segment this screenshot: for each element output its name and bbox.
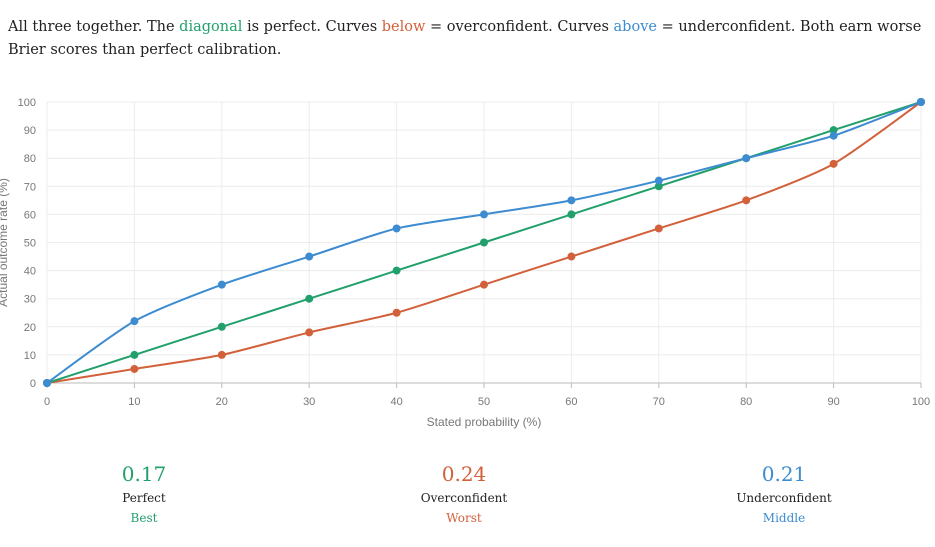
y-tick-label: 10 bbox=[24, 350, 36, 362]
y-tick-label: 60 bbox=[24, 209, 36, 221]
intro-part1: All three together. The bbox=[8, 19, 180, 35]
x-tick-label: 50 bbox=[478, 396, 490, 408]
score-overconfident-value: 0.24 bbox=[441, 462, 487, 486]
intro-part2: is perfect. Curves bbox=[242, 19, 382, 35]
chart-grid bbox=[46, 101, 922, 384]
point-overconfident bbox=[130, 364, 139, 373]
score-underconfident-value: 0.21 bbox=[761, 462, 807, 486]
score-perfect-label: Perfect bbox=[122, 491, 166, 505]
y-tick-label: 80 bbox=[24, 153, 36, 165]
below-highlight: below bbox=[381, 19, 426, 35]
above-highlight: above bbox=[613, 19, 657, 35]
point-underconfident bbox=[305, 252, 314, 261]
point-underconfident bbox=[654, 176, 663, 185]
point-underconfident bbox=[392, 224, 401, 233]
diagonal-highlight: diagonal bbox=[179, 19, 243, 35]
score-perfect: 0.17 Perfect Best bbox=[64, 460, 224, 528]
point-overconfident bbox=[392, 308, 401, 317]
y-tick-label: 100 bbox=[18, 97, 36, 109]
x-axis-title: Stated probability (%) bbox=[427, 415, 542, 429]
point-underconfident bbox=[917, 98, 925, 106]
y-axis-title: Actual outcome rate (%) bbox=[0, 178, 10, 307]
point-perfect bbox=[130, 350, 139, 359]
x-tick-label: 40 bbox=[390, 396, 402, 408]
score-perfect-rank: Best bbox=[130, 511, 158, 525]
x-tick-label: 60 bbox=[565, 396, 577, 408]
point-underconfident bbox=[480, 210, 488, 219]
point-underconfident bbox=[217, 280, 226, 289]
point-underconfident bbox=[567, 196, 576, 205]
x-tick-label: 70 bbox=[653, 396, 665, 408]
score-overconfident: 0.24 Overconfident Worst bbox=[384, 460, 544, 528]
point-overconfident bbox=[480, 280, 488, 289]
y-tick-label: 20 bbox=[24, 322, 36, 334]
score-overconfident-rank: Worst bbox=[446, 511, 482, 525]
brier-scores: 0.17 Perfect Best 0.24 Overconfident Wor… bbox=[0, 460, 935, 540]
intro-part4: = underconfident. Both earn worse Brier … bbox=[8, 19, 922, 58]
x-tick-label: 80 bbox=[740, 396, 752, 408]
point-underconfident bbox=[829, 131, 838, 140]
x-tick-label: 90 bbox=[827, 396, 839, 408]
point-perfect bbox=[567, 210, 576, 219]
x-tick-label: 0 bbox=[44, 396, 50, 408]
point-overconfident bbox=[829, 159, 838, 168]
score-underconfident: 0.21 Underconfident Middle bbox=[704, 460, 864, 528]
x-tick-label: 20 bbox=[216, 396, 228, 408]
point-perfect bbox=[392, 266, 401, 275]
calibration-chart: 0 10 20 30 40 50 60 70 80 90 100 0 10 20 30 40 50 60 70 80… bbox=[0, 97, 930, 429]
score-overconfident-label: Overconfident bbox=[420, 491, 508, 505]
y-tick-label: 30 bbox=[24, 294, 36, 306]
point-overconfident bbox=[217, 350, 226, 359]
y-tick-label: 0 bbox=[30, 378, 36, 390]
x-tick-label: 10 bbox=[128, 396, 140, 408]
intro-text: All three together. The diagonal is perf… bbox=[8, 16, 928, 62]
y-tick-label: 40 bbox=[24, 266, 36, 278]
point-overconfident bbox=[305, 328, 314, 337]
y-tick-label: 70 bbox=[24, 181, 36, 193]
score-underconfident-rank: Middle bbox=[762, 511, 806, 525]
y-axis-ticks: 0 10 20 30 40 50 60 70 80 90 100 bbox=[18, 97, 36, 390]
point-perfect bbox=[217, 322, 226, 331]
score-perfect-value: 0.17 bbox=[121, 462, 167, 486]
point-perfect bbox=[654, 182, 663, 191]
x-axis-ticks: 0 10 20 30 40 50 60 70 80 90 100 bbox=[44, 383, 930, 408]
point-overconfident bbox=[567, 252, 576, 261]
score-underconfident-label: Underconfident bbox=[736, 491, 832, 505]
point-underconfident bbox=[130, 317, 139, 326]
x-tick-label: 100 bbox=[912, 396, 930, 408]
point-overconfident bbox=[742, 196, 751, 205]
chart-series bbox=[43, 98, 925, 387]
y-tick-label: 50 bbox=[24, 238, 36, 250]
point-underconfident bbox=[742, 154, 751, 163]
x-tick-label: 30 bbox=[303, 396, 315, 408]
point-underconfident bbox=[43, 379, 51, 387]
y-tick-label: 90 bbox=[24, 125, 36, 137]
point-perfect bbox=[480, 238, 488, 247]
intro-part3: = overconfident. Curves bbox=[425, 19, 614, 35]
point-overconfident bbox=[654, 224, 663, 233]
point-perfect bbox=[829, 126, 838, 135]
point-perfect bbox=[305, 294, 314, 303]
